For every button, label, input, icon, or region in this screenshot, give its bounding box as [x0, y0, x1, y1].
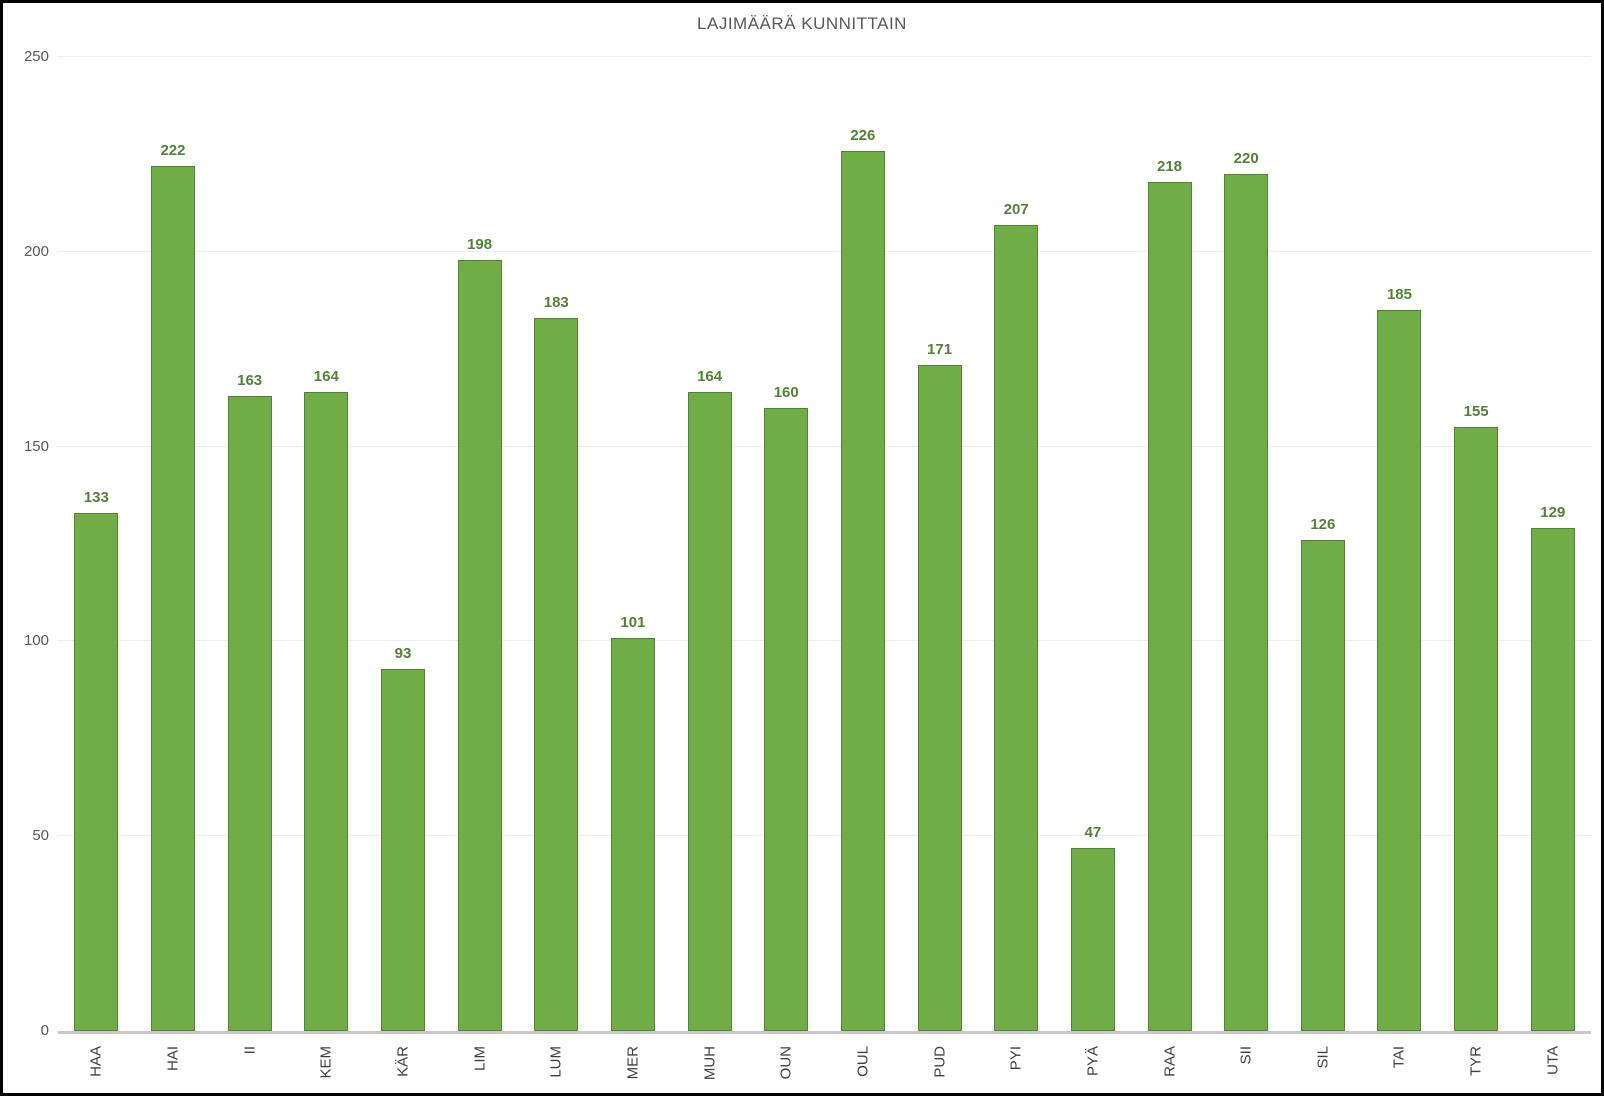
bar-value-label: 163: [237, 371, 263, 389]
gridline-250: [58, 56, 1591, 57]
x-tick-label-lim: LIM: [471, 1046, 489, 1072]
bar-uta: [1530, 528, 1575, 1031]
bar-value-label: 93: [394, 644, 412, 662]
x-tick-label-tai: TAI: [1390, 1046, 1408, 1069]
x-tick-label-pud: PUD: [931, 1046, 949, 1078]
bar-slot-hai: 222 HAI: [135, 57, 212, 1071]
bar-value-label: 133: [83, 488, 109, 506]
x-tick-label-pyä: PYÄ: [1084, 1046, 1102, 1077]
x-tick-label-lum: LUM: [547, 1046, 565, 1078]
x-tick-label-ii: II: [241, 1046, 259, 1055]
x-tick-label-haa: HAA: [87, 1046, 105, 1077]
bar-value-label: 185: [1386, 286, 1412, 304]
bar-slot-ii: 163 II: [211, 57, 288, 1054]
x-tick-label-sii: SII: [1237, 1046, 1255, 1065]
bar-series: 133 HAA 222 HAI 163 II 164 KEM 93 KÄR 198 LIM 183 LUM…: [58, 57, 1591, 1080]
y-tick-label-200: 200: [23, 242, 49, 260]
bar-value-label: 218: [1157, 157, 1183, 175]
y-tick-label-250: 250: [23, 48, 49, 65]
x-tick-label-kem: KEM: [317, 1046, 335, 1079]
bar-value-label: 164: [697, 368, 723, 386]
bar-slot-kem: 164 KEM: [288, 57, 365, 1079]
plot-area: 133 HAA 222 HAI 163 II 164 KEM 93 KÄR 198 LIM 183 LUM…: [58, 56, 1591, 1080]
bar-slot-lum: 183 LUM: [518, 57, 595, 1078]
y-tick-label-0: 0: [40, 1022, 49, 1039]
bar-lum: [534, 318, 579, 1031]
x-tick-label-uta: UTA: [1544, 1046, 1562, 1075]
bar-slot-sil: 126 SIL: [1285, 57, 1362, 1069]
bar-hai: [150, 166, 195, 1031]
bar-value-label: 183: [543, 294, 569, 312]
bar-slot-pyä: 47 PYÄ: [1055, 57, 1132, 1076]
x-tick-label-kär: KÄR: [394, 1046, 412, 1077]
x-tick-label-hai: HAI: [164, 1046, 182, 1072]
bar-slot-lim: 198 LIM: [441, 57, 518, 1071]
bar-value-label: 198: [467, 235, 493, 253]
bar-tyr: [1454, 427, 1499, 1031]
bar-value-label: 129: [1540, 504, 1566, 522]
gridline-50: [58, 835, 1591, 837]
y-tick-label-100: 100: [23, 632, 49, 650]
bar-pyä: [1070, 847, 1115, 1031]
bar-lim: [457, 259, 502, 1031]
bar-oun: [764, 407, 809, 1031]
bar-slot-raa: 218 RAA: [1131, 57, 1208, 1077]
chart-title: LAJIMÄÄRÄ KUNNITTAIN: [697, 14, 907, 33]
bar-pud: [917, 364, 962, 1031]
gridline-200: [58, 250, 1591, 252]
bar-value-label: 220: [1233, 149, 1259, 167]
bar-raa: [1147, 181, 1192, 1031]
y-tick-label-50: 50: [32, 827, 49, 845]
bar-slot-pyi: 207 PYI: [978, 57, 1055, 1070]
bar-oul: [840, 150, 885, 1031]
bar-slot-oun: 160 OUN: [748, 57, 825, 1079]
bar-slot-haa: 133 HAA: [58, 57, 135, 1077]
bar-slot-oul: 226 OUL: [825, 57, 902, 1077]
x-tick-label-muh: MUH: [701, 1046, 719, 1081]
bar-value-label: 47: [1084, 823, 1102, 841]
x-tick-label-raa: RAA: [1161, 1046, 1179, 1077]
bar-slot-kär: 93 KÄR: [365, 57, 442, 1077]
bar-value-label: 164: [313, 368, 339, 386]
x-tick-label-oul: OUL: [854, 1046, 872, 1077]
bar-haa: [74, 512, 119, 1031]
bar-slot-mer: 101 MER: [595, 57, 672, 1079]
bar-sil: [1300, 540, 1345, 1031]
bar-slot-uta: 129 UTA: [1514, 57, 1591, 1075]
bar-slot-sii: 220 SII: [1208, 57, 1285, 1064]
gridline-150: [58, 445, 1591, 447]
bar-slot-muh: 164 MUH: [671, 57, 748, 1080]
x-tick-label-oun: OUN: [777, 1046, 795, 1080]
x-tick-label-mer: MER: [624, 1046, 642, 1080]
bar-value-label: 101: [620, 613, 646, 631]
bar-slot-pud: 171 PUD: [901, 57, 978, 1078]
bar-slot-tyr: 155 TYR: [1438, 57, 1515, 1076]
x-tick-label-pyi: PYI: [1007, 1046, 1025, 1071]
bar-mer: [610, 637, 655, 1031]
bar-slot-tai: 185 TAI: [1361, 57, 1438, 1068]
bar-value-label: 155: [1463, 403, 1489, 421]
x-tick-label-sil: SIL: [1314, 1046, 1332, 1069]
bar-sii: [1224, 173, 1269, 1031]
bar-kär: [380, 668, 425, 1031]
bar-muh: [687, 392, 732, 1031]
bar-value-label: 171: [927, 340, 953, 358]
gridline-100: [58, 640, 1591, 642]
bar-value-label: 160: [773, 383, 799, 401]
y-tick-label-150: 150: [23, 437, 49, 455]
bar-ii: [227, 395, 272, 1031]
bar-kem: [304, 392, 349, 1031]
bar-pyi: [994, 224, 1039, 1031]
bar-value-label: 222: [160, 142, 186, 160]
bar-value-label: 126: [1310, 516, 1336, 534]
bar-value-label: 226: [850, 126, 876, 144]
bar-tai: [1377, 310, 1422, 1031]
x-tick-label-tyr: TYR: [1467, 1046, 1485, 1076]
bar-value-label: 207: [1003, 200, 1029, 218]
